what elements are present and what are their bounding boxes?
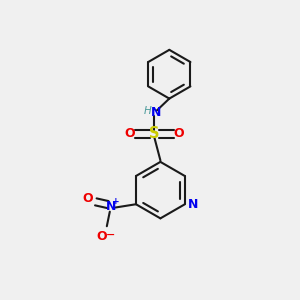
Text: O: O — [82, 192, 93, 205]
Text: N: N — [188, 198, 198, 211]
Text: S: S — [149, 126, 160, 141]
Text: H: H — [144, 106, 152, 116]
Text: N: N — [151, 106, 161, 119]
Text: O: O — [125, 127, 135, 140]
Text: O: O — [173, 127, 184, 140]
Text: O: O — [97, 230, 107, 243]
Text: −: − — [106, 230, 116, 240]
Text: N: N — [106, 200, 116, 213]
Text: +: + — [112, 197, 119, 206]
